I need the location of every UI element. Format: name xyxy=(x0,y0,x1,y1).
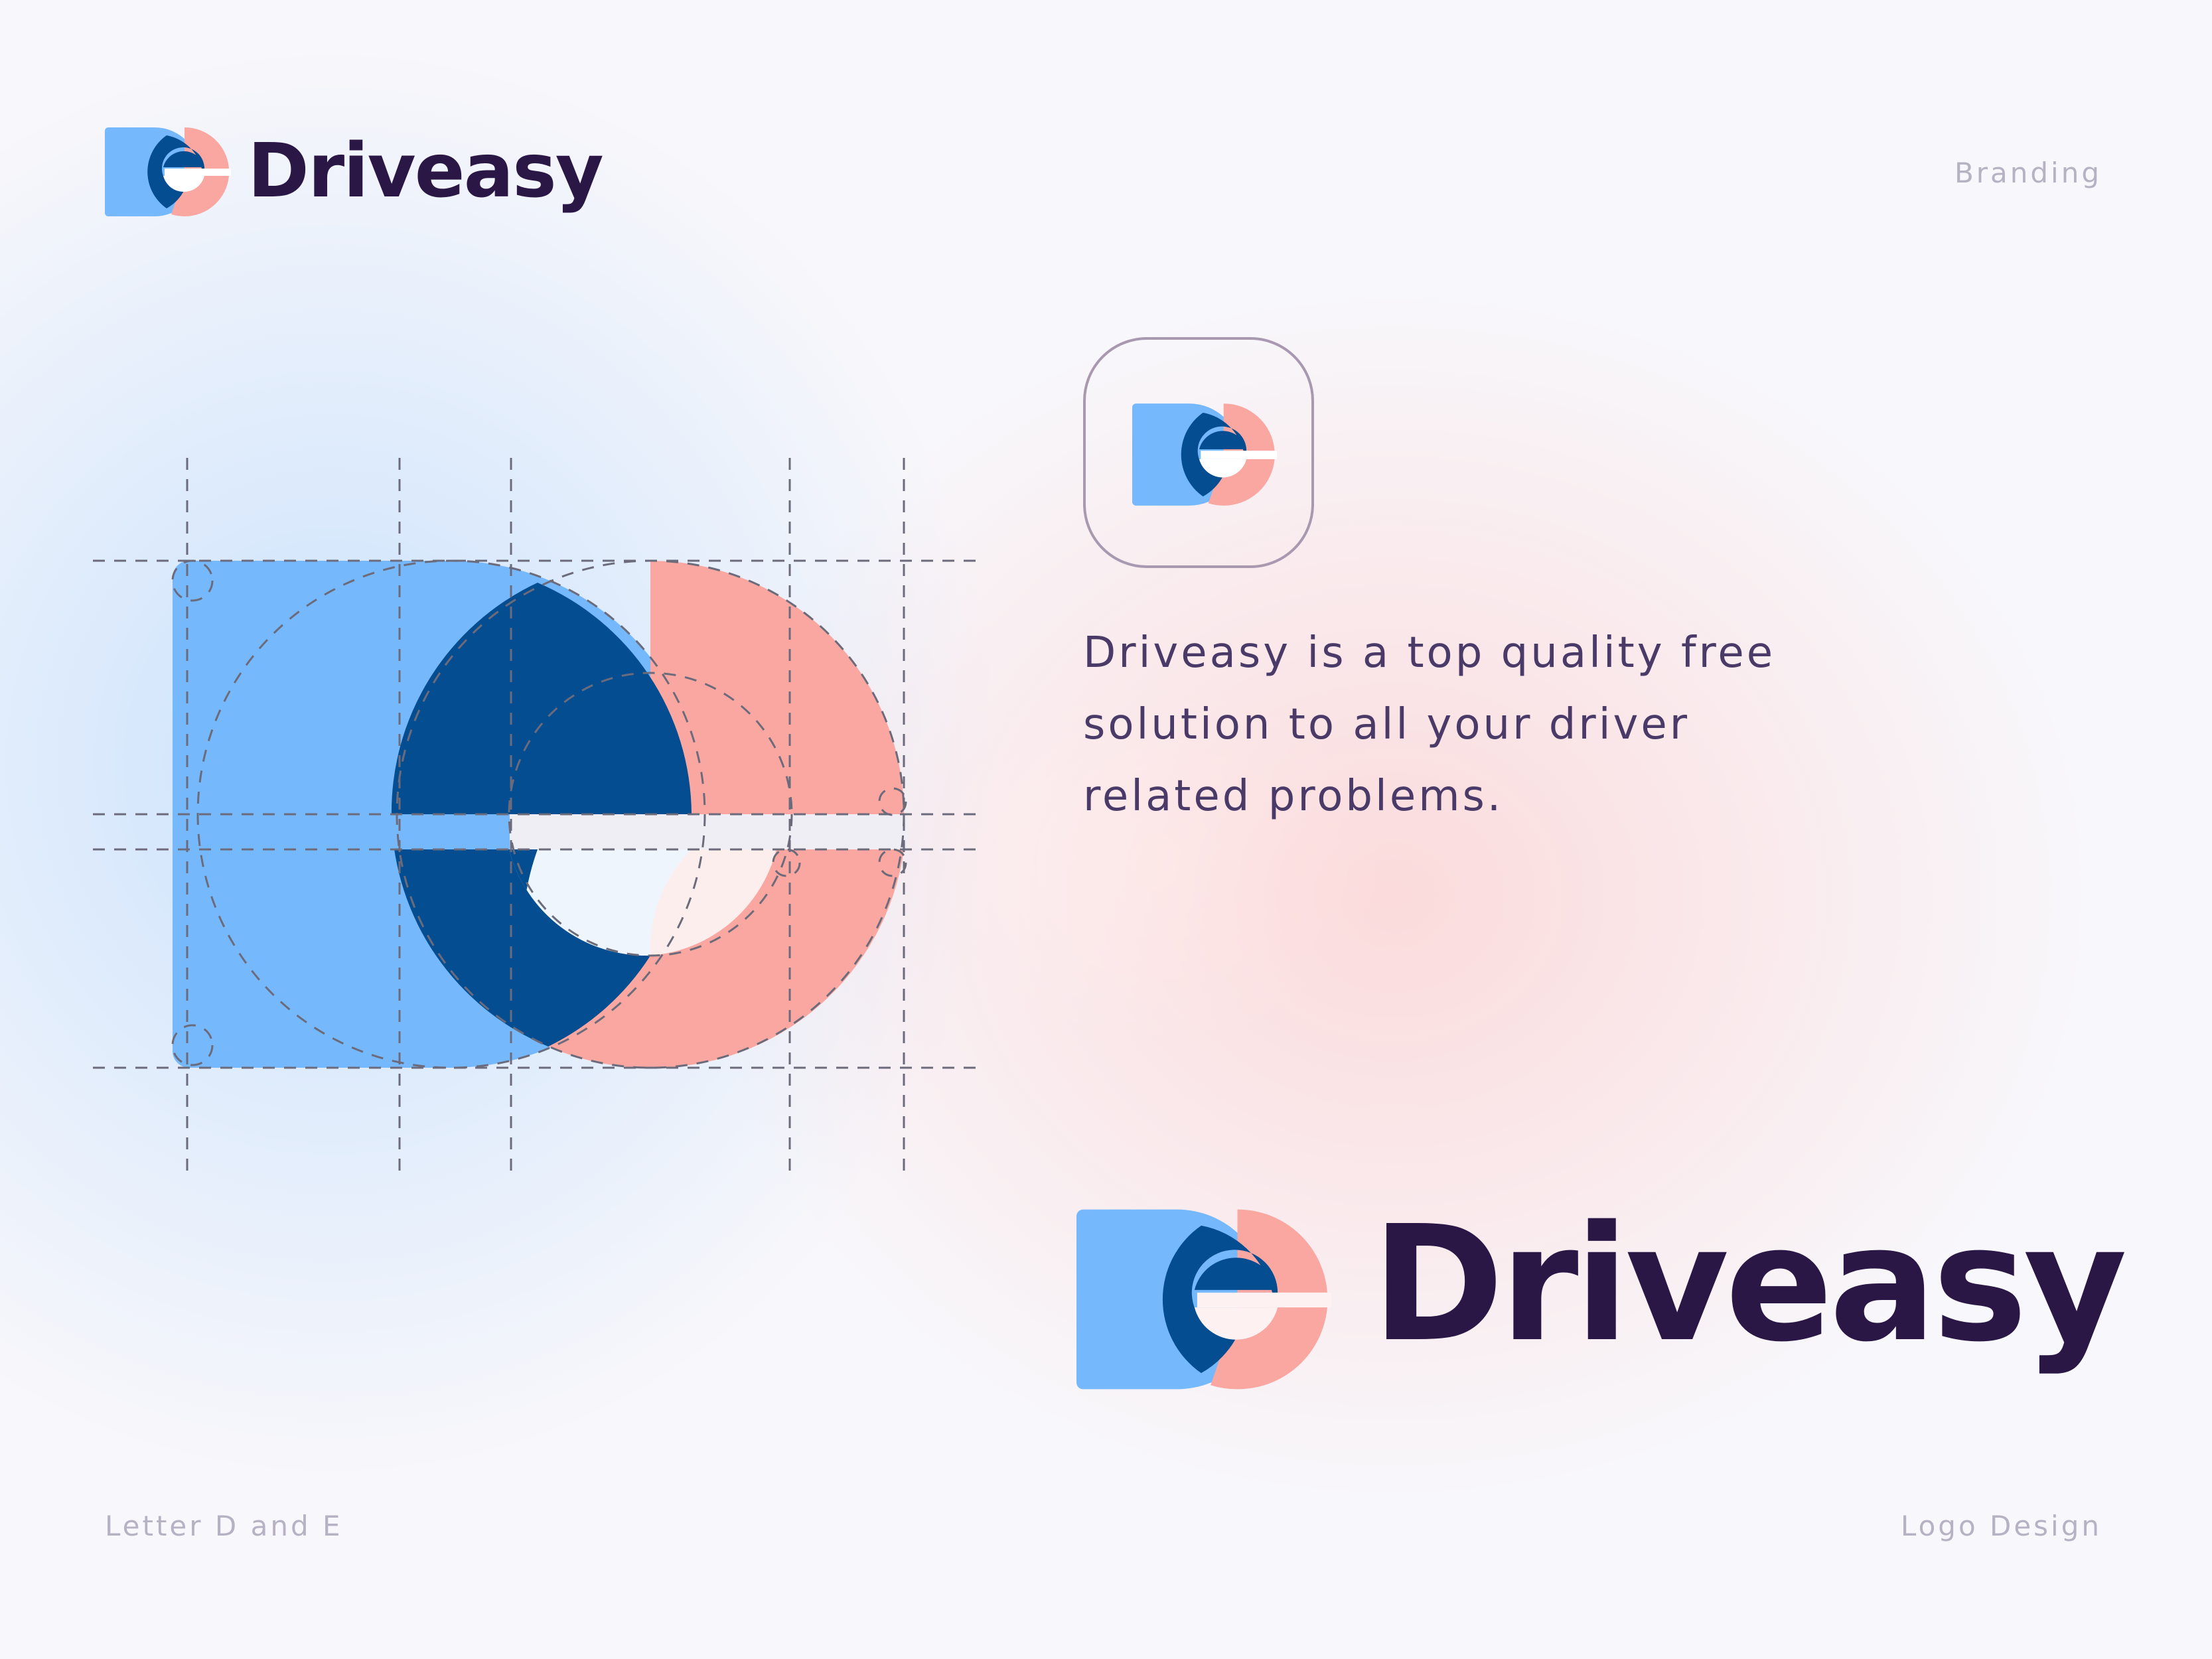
description-line-1: Driveasy is a top quality free xyxy=(1083,628,1776,678)
description: Driveasy is a top quality free solution … xyxy=(1083,617,1880,832)
description-line-3: related problems. xyxy=(1083,772,1504,821)
main-logo-text: Driveasy xyxy=(1372,1191,2127,1377)
app-icon xyxy=(1083,337,1314,568)
description-line-2: solution to all your driver xyxy=(1083,700,1690,749)
de-logo-mark-icon xyxy=(105,127,231,216)
header-logo-text: Driveasy xyxy=(248,128,604,214)
overlap-dark-blue xyxy=(391,583,692,1046)
de-logo-mark-icon xyxy=(1076,1209,1331,1390)
e-counter xyxy=(509,849,692,956)
branding-tag: Branding xyxy=(1954,157,2102,189)
main-logo: Driveasy xyxy=(1076,1194,2127,1407)
footer-left-caption: Letter D and E xyxy=(105,1510,343,1542)
header-logo: Driveasy xyxy=(105,126,609,219)
footer-right-caption: Logo Design xyxy=(1900,1510,2102,1542)
de-logo-mark-icon xyxy=(1132,403,1277,506)
logo-construction-grid xyxy=(93,458,982,1175)
